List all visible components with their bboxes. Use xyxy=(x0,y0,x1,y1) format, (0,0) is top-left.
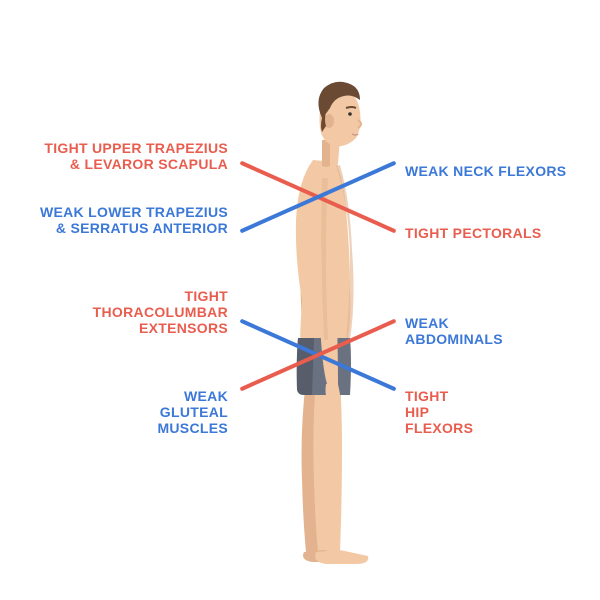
muscle-label-2: WEAK LOWER TRAPEZIUS & SERRATUS ANTERIOR xyxy=(40,204,228,236)
muscle-label-1: WEAK NECK FLEXORS xyxy=(405,163,566,179)
foot-front xyxy=(315,550,368,564)
muscle-label-5: WEAK ABDOMINALS xyxy=(405,315,503,347)
muscle-label-0: TIGHT UPPER TRAPEZIUS & LEVAROR SCAPULA xyxy=(44,140,228,172)
muscle-label-3: TIGHT PECTORALS xyxy=(405,225,541,241)
muscle-label-7: TIGHT HIP FLEXORS xyxy=(405,388,473,436)
human-figure xyxy=(0,0,600,600)
leg-front xyxy=(313,380,342,552)
eye xyxy=(348,112,352,116)
hand xyxy=(326,384,341,402)
eyebrow xyxy=(346,107,356,108)
diagram-stage: TIGHT UPPER TRAPEZIUS & LEVAROR SCAPULA W… xyxy=(0,0,600,600)
muscle-label-4: TIGHT THORACOLUMBAR EXTENSORS xyxy=(93,288,228,336)
muscle-label-6: WEAK GLUTEAL MUSCLES xyxy=(157,388,228,436)
